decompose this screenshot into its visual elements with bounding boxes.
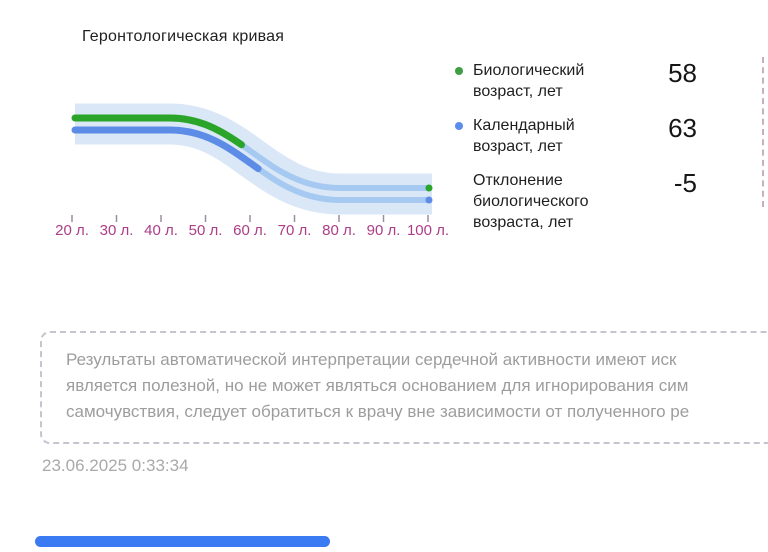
- x-axis-label: 20 л.: [55, 222, 89, 239]
- chart-title: Геронтологическая кривая: [82, 28, 285, 45]
- clipped-card-dashed-border: [762, 57, 764, 207]
- green-dot-icon: [455, 67, 463, 75]
- calendar-age-value: 63: [668, 113, 697, 143]
- x-axis-label: 60 л.: [233, 222, 267, 239]
- legend-item-biological-age: Биологический возраст, лет 58: [455, 60, 703, 102]
- norm-band: [75, 103, 432, 215]
- x-axis: 20 л. 30 л. 40 л. 50 л. 60 л. 70 л. 80 л. 90 л.…: [55, 222, 455, 242]
- disclaimer-text-line: самочувствия, следует обратиться к врачу…: [66, 402, 690, 421]
- x-axis-label: 30 л.: [99, 222, 134, 239]
- disclaimer-text-line: является полезной, но не может являться …: [66, 376, 689, 395]
- x-axis-label: 90 л.: [366, 222, 401, 239]
- bottom-action-button-edge[interactable]: [35, 536, 330, 547]
- calendar-age-curve: [71, 126, 433, 204]
- x-axis-label: 70 л.: [277, 222, 312, 239]
- no-bullet-spacer: [455, 177, 463, 185]
- biological-age-value: 58: [668, 58, 697, 88]
- report-timestamp: 23.06.2025 0:33:34: [42, 456, 189, 475]
- x-axis-label: 40 л.: [144, 222, 178, 239]
- legend-item-age-deviation: Отклонение биологического возраста, лет …: [455, 170, 703, 233]
- age-deviation-value: -5: [673, 168, 697, 198]
- chart-legend: Биологический возраст, лет 58 Календарны…: [455, 60, 703, 246]
- gerontological-curve-chart: [71, 103, 433, 222]
- legend-label: Биологический возраст, лет: [473, 62, 585, 100]
- disclaimer-box: Результаты автоматической интерпретации …: [40, 331, 768, 444]
- x-axis-label: 100 л.: [406, 222, 450, 239]
- x-axis-label: 50 л.: [188, 222, 223, 239]
- disclaimer-text-line: Результаты автоматической интерпретации …: [66, 350, 677, 369]
- axis-ticks: [71, 215, 429, 222]
- legend-item-calendar-age: Календарный возраст, лет 63: [455, 115, 703, 157]
- legend-label: Календарный возраст, лет: [473, 117, 575, 155]
- legend-label: Отклонение биологического возраста, лет: [473, 172, 589, 231]
- blue-dot-icon: [455, 122, 463, 130]
- x-axis-label: 80 л.: [322, 222, 356, 239]
- biological-age-curve: [71, 114, 433, 192]
